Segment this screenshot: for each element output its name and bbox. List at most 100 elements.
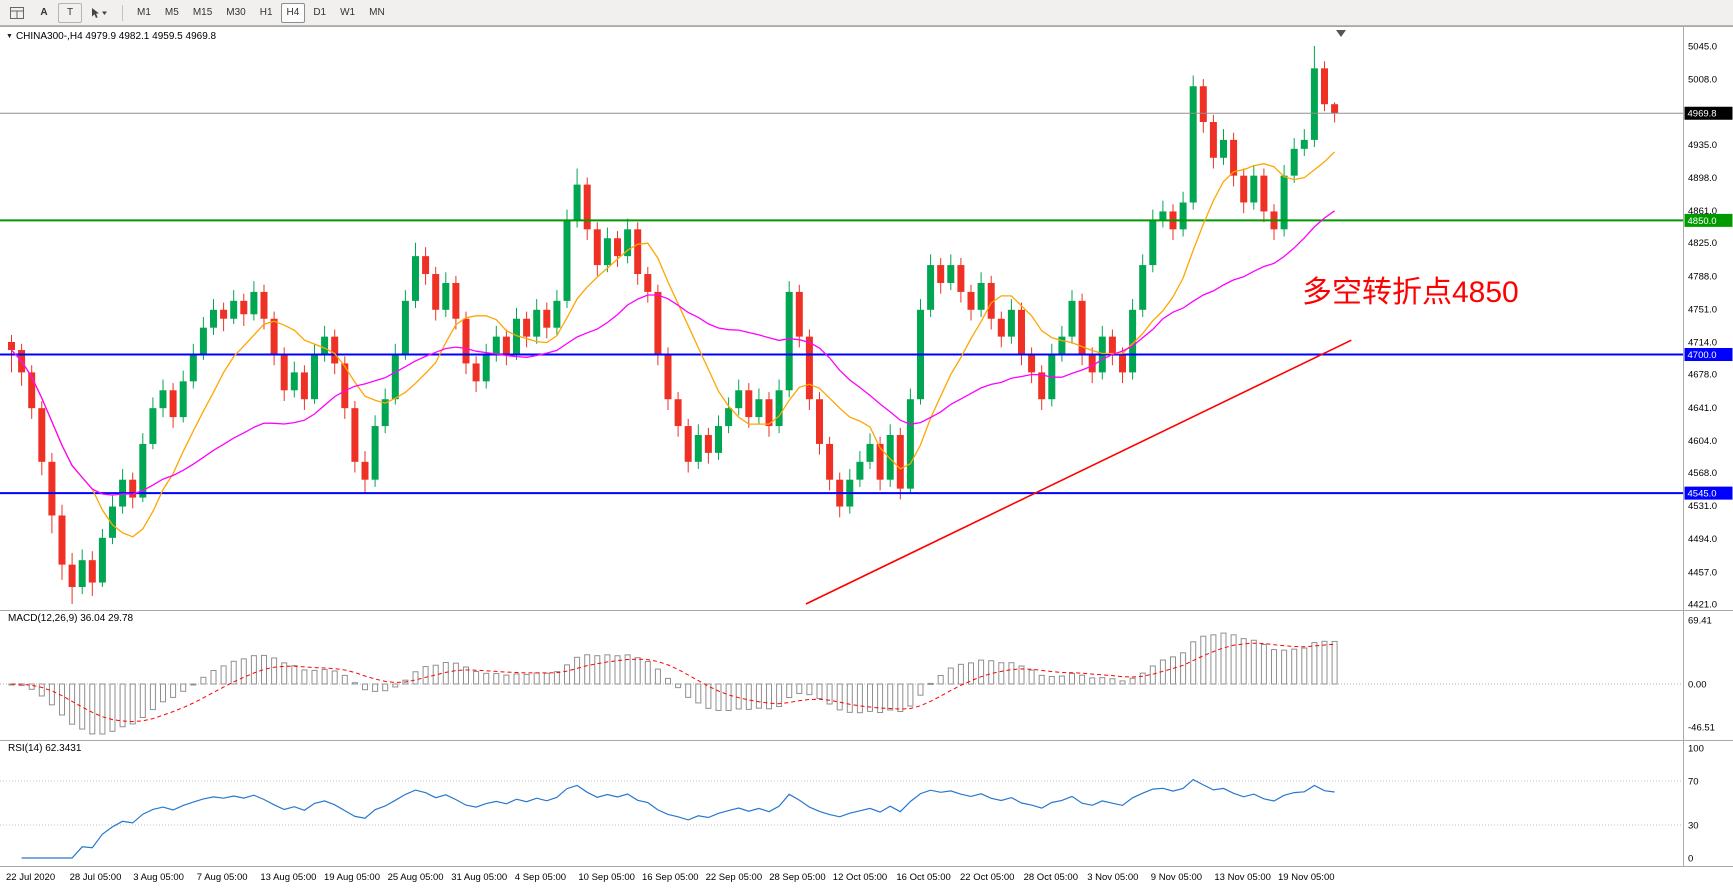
horizontal-lines[interactable]: [0, 112, 1683, 495]
macd-histogram-bar: [856, 683, 863, 714]
rsi-axis-label: 70: [1688, 777, 1699, 788]
tile-windows-icon-button[interactable]: [4, 3, 30, 23]
macd-histogram-bar: [968, 662, 974, 685]
collapse-triangle-icon[interactable]: ▼: [6, 33, 13, 40]
pointer-tool-button[interactable]: A: [40, 7, 48, 18]
candle-body: [462, 318, 470, 364]
candle-body: [412, 256, 419, 301]
text-tool-button[interactable]: T: [58, 2, 82, 23]
macd-histogram-bar: [574, 656, 581, 685]
chart-annotation-text[interactable]: 多空转折点4850: [1302, 276, 1519, 309]
candle-body: [210, 309, 217, 328]
candle-body: [391, 354, 399, 400]
candle-body: [1159, 211, 1167, 221]
macd-histogram-bar: [1048, 675, 1055, 685]
time-axis-label: 22 Oct 05:00: [960, 872, 1014, 883]
candle-body: [492, 336, 500, 355]
candle-body: [745, 390, 753, 418]
candle-body: [896, 434, 904, 489]
macd-histogram-bar: [180, 683, 187, 692]
timeframe-mn-button[interactable]: MN: [369, 7, 385, 18]
symbol-title: CHINA300-,H4: [15, 31, 83, 42]
candle-body: [624, 229, 632, 257]
macd-histogram-bar: [735, 683, 742, 710]
candle-body: [543, 309, 551, 328]
macd-histogram-bar: [1240, 638, 1247, 685]
candle-body: [593, 229, 601, 266]
candle-body: [614, 238, 621, 257]
price-badge-label: 4969.8: [1688, 109, 1717, 120]
macd-histogram-bar: [806, 683, 813, 696]
candle-body: [159, 390, 167, 409]
timeframe-m30-button[interactable]: M30: [226, 7, 246, 18]
timeframe-h1-button[interactable]: H1: [259, 7, 273, 18]
candle-body: [109, 506, 116, 538]
price-tick-label: 4604.0: [1688, 436, 1717, 447]
macd-histogram-bar: [836, 683, 843, 711]
timeframe-m5-button[interactable]: M5: [164, 7, 179, 18]
macd-histogram-bar: [564, 664, 570, 685]
macd-histogram-bar: [139, 683, 146, 719]
macd-histogram-bar: [766, 683, 772, 710]
timeframe-m1-button[interactable]: M1: [137, 7, 151, 18]
price-tick-label: 4494.0: [1688, 534, 1717, 545]
candle-body: [906, 399, 914, 489]
price-tick-label: 4457.0: [1688, 567, 1717, 578]
macd-histogram-bar: [685, 683, 692, 698]
macd-histogram-bar: [543, 672, 550, 685]
cursor-tool-button[interactable]: [84, 3, 114, 23]
macd-histogram-bar: [331, 670, 338, 685]
macd-panel: 69.41 0.00 -46.51: [0, 616, 1715, 735]
candle-body: [674, 399, 682, 427]
macd-histogram-bar: [392, 683, 399, 688]
macd-histogram-bar: [261, 654, 267, 685]
candle-body: [1321, 68, 1328, 105]
time-axis[interactable]: 22 Jul 2020 28 Jul 05:00 3 Aug 05:00 7 Aug …: [6, 872, 1335, 883]
macd-histogram-bar: [28, 683, 35, 690]
macd-histogram-bar: [452, 662, 459, 685]
price-tick-label: 4568.0: [1688, 468, 1717, 479]
timeframe-m15-button[interactable]: M15: [192, 7, 213, 18]
candle-body: [563, 220, 571, 301]
time-axis-label: 28 Oct 05:00: [1024, 872, 1078, 883]
macd-histogram-bar: [533, 672, 540, 685]
macd-histogram-bar: [1220, 632, 1227, 685]
timeframe-d1-button[interactable]: D1: [313, 7, 327, 18]
macd-histogram-bar: [483, 672, 490, 685]
price-tick-label: 4935.0: [1688, 140, 1717, 151]
candle-body: [795, 291, 803, 337]
timeframe-h4-button[interactable]: H4: [280, 2, 306, 23]
price-tick-label: 4641.0: [1688, 403, 1717, 414]
macd-histogram-bar: [887, 683, 894, 711]
trendline[interactable]: [805, 339, 1352, 605]
timeframe-w1-button[interactable]: W1: [340, 7, 356, 18]
macd-histogram-bar: [1058, 675, 1065, 685]
price-tick-label: 4788.0: [1688, 271, 1717, 282]
candle-body: [179, 381, 187, 418]
macd-histogram-bar: [1311, 642, 1318, 685]
macd-histogram-bar: [1109, 678, 1116, 685]
candle-body: [1078, 300, 1086, 355]
candle-body: [775, 390, 783, 427]
time-axis-label: 9 Nov 05:00: [1151, 872, 1202, 883]
candle-body: [260, 291, 268, 319]
cursor-tool-icon: [92, 7, 107, 18]
macd-indicator-label: MACD(12,26,9) 36.04 29.78: [8, 613, 134, 624]
macd-histogram-bar: [907, 683, 914, 707]
candle-body: [290, 372, 298, 391]
price-axis[interactable]: 5045.0 5008.0 4935.0 4898.0 4861.0 4825.0 4788…: [1684, 42, 1733, 611]
time-axis-label: 4 Sep 05:00: [515, 872, 566, 883]
macd-histogram-bar: [442, 662, 449, 685]
candle-body: [1250, 175, 1258, 203]
candle-body: [169, 390, 177, 418]
price-tick-label: 4825.0: [1688, 238, 1717, 249]
candle-body: [1007, 309, 1015, 337]
macd-histogram-bar: [846, 683, 853, 713]
macd-histogram-bar: [755, 683, 762, 709]
macd-histogram-bar: [59, 683, 65, 716]
macd-histogram-bar: [220, 665, 227, 685]
candle-body: [725, 408, 733, 427]
price-tick-label: 5008.0: [1688, 75, 1717, 86]
candle-body: [1018, 309, 1025, 355]
